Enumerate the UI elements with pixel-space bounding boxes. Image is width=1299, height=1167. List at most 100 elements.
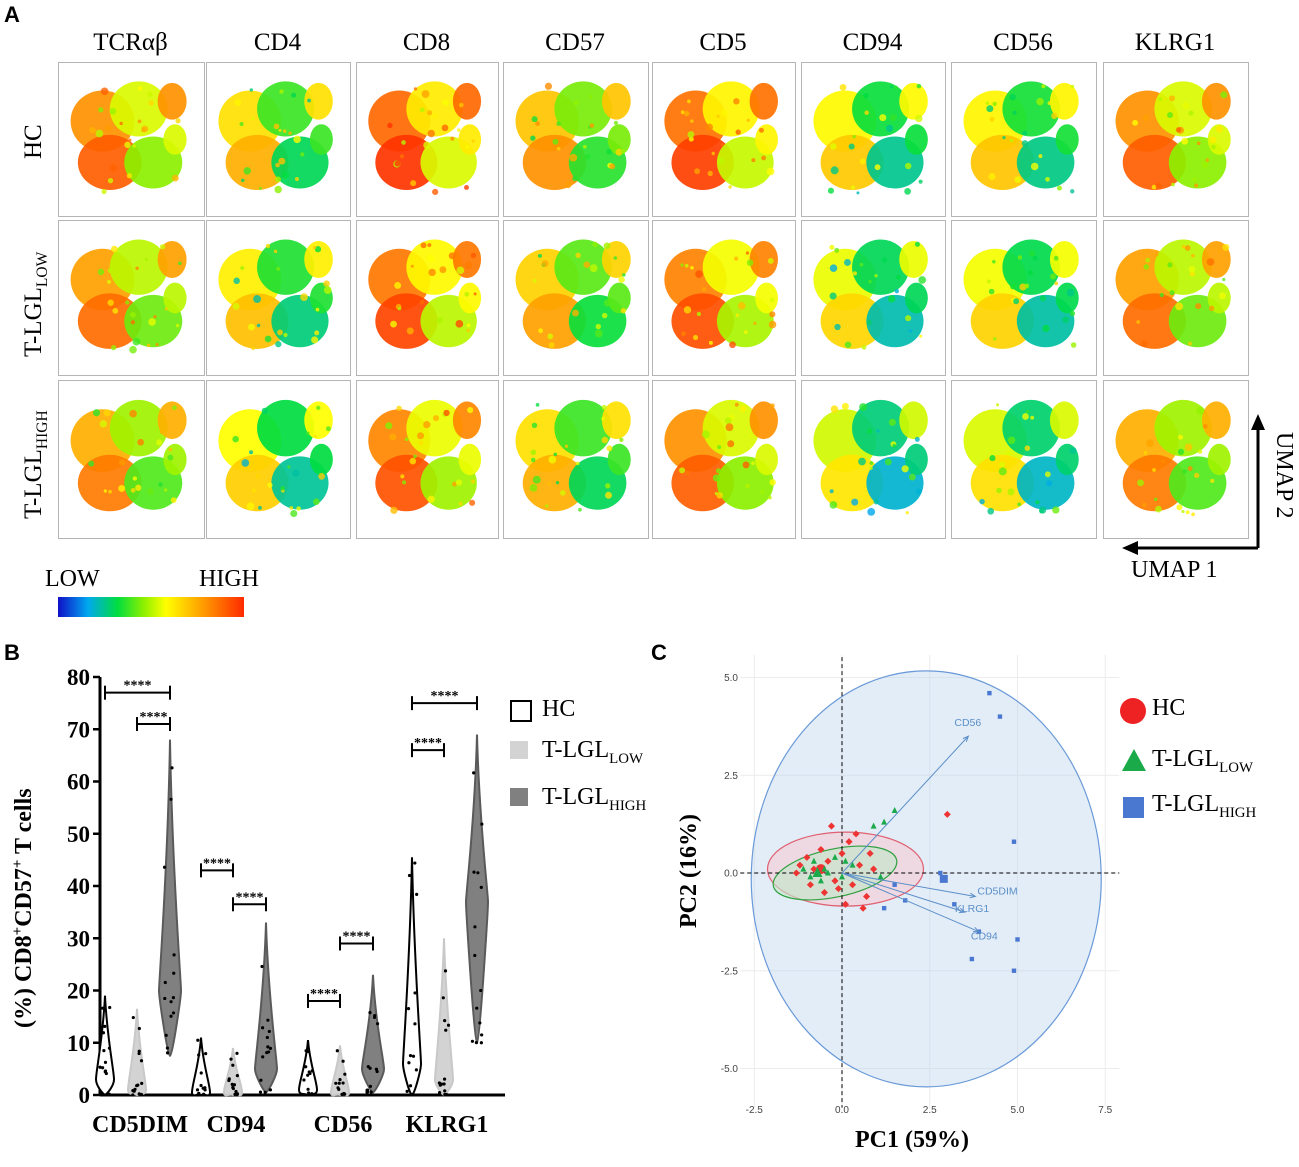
data-point: [308, 1071, 312, 1076]
data-point: [263, 1090, 267, 1094]
data-point: [472, 771, 476, 775]
data-point: [268, 1088, 272, 1092]
significance-bracket: ****: [411, 689, 478, 711]
legend-label: HC: [1152, 695, 1186, 721]
data-point: [108, 1005, 112, 1010]
data-point: [414, 1068, 419, 1072]
point-low: [891, 806, 898, 813]
data-point: [302, 1078, 306, 1082]
point-high: [952, 902, 957, 907]
data-point: [408, 1084, 413, 1088]
data-point: [137, 1026, 141, 1031]
umap-plot: [951, 220, 1097, 376]
point-high: [969, 956, 975, 962]
data-point: [171, 996, 176, 1000]
x-tick-label: 0.0: [835, 1105, 849, 1116]
data-point: [306, 1049, 311, 1054]
y-tick-label: -5.0: [721, 1064, 739, 1075]
data-point: [472, 870, 476, 874]
data-point: [479, 885, 483, 889]
loading-label: CD56: [954, 717, 981, 729]
point-high: [938, 870, 943, 876]
data-point: [407, 873, 412, 878]
point-high: [1011, 968, 1017, 973]
data-point: [413, 1022, 417, 1026]
panel-c-label: C: [651, 640, 667, 665]
x-tick-label: 2.5: [923, 1105, 937, 1116]
data-point: [196, 1093, 200, 1097]
marker-label: KLRG1: [1134, 29, 1216, 56]
legend-label: T-LGLHIGH: [1152, 791, 1257, 821]
umap-plot: [1103, 380, 1249, 539]
violin-HC: [94, 995, 116, 1097]
data-point: [341, 1081, 345, 1085]
violin-T-LGLHIGH: [157, 739, 183, 1058]
data-point: [231, 1063, 235, 1067]
significance-label: ****: [140, 710, 168, 725]
significance-label: ****: [310, 987, 338, 1002]
point-hc: [859, 904, 867, 912]
umap-plot: [206, 220, 351, 376]
centroid-low: [812, 867, 823, 877]
data-point: [204, 1052, 208, 1056]
point-high: [987, 690, 992, 696]
data-point: [373, 1013, 377, 1018]
data-point: [203, 1086, 207, 1090]
data-point: [169, 1014, 173, 1018]
marker-label: CD56: [993, 29, 1053, 56]
y-tick-label: 30: [67, 926, 90, 951]
pca-ylabel: PC2 (16%): [676, 814, 702, 928]
data-point: [437, 1090, 442, 1095]
violin-HC: [297, 1040, 319, 1097]
data-point: [407, 1061, 411, 1065]
violin-chart: 0 10 20 30 40 50 60 70 80 CD5DIM CD94 CD56 KLRG1 ****…: [67, 665, 505, 1138]
violin-T-LGLLOW: [222, 1047, 244, 1097]
data-point: [334, 1081, 338, 1085]
data-point: [366, 1090, 370, 1094]
violin-T-LGLHIGH: [360, 974, 386, 1094]
colorscale-bar: [58, 597, 244, 617]
marker-label: CD5: [699, 29, 747, 56]
panel-b-ylabel: (%) CD8+CD57+ T cells: [10, 788, 37, 1028]
point-low: [824, 869, 831, 876]
data-point: [341, 1059, 345, 1063]
violin-HC: [401, 857, 423, 1097]
data-point: [202, 1092, 206, 1096]
data-point: [474, 1041, 479, 1045]
loading-label: KLRG1: [955, 903, 990, 915]
loading-arrow: CD5DIM: [841, 872, 1018, 899]
data-point: [165, 1051, 170, 1055]
x-category-label: CD5DIM: [92, 1112, 188, 1138]
data-point: [171, 1011, 176, 1015]
umap-axes-arrows: [1122, 414, 1265, 555]
data-point: [266, 1018, 270, 1022]
umap-plot: [206, 62, 351, 217]
point-hc: [831, 877, 839, 885]
point-high: [881, 905, 887, 911]
data-point: [470, 1039, 475, 1043]
data-point: [259, 1078, 263, 1082]
data-point: [169, 797, 173, 801]
data-point: [268, 1046, 273, 1050]
point-hc: [863, 892, 871, 900]
umap1-label: UMAP 1: [1131, 557, 1218, 583]
umap-plot: [58, 220, 205, 376]
data-point: [98, 1065, 102, 1069]
data-point: [103, 1024, 107, 1028]
data-point: [443, 969, 448, 973]
umap-plot: [503, 62, 649, 217]
data-point: [368, 1011, 372, 1015]
significance-label: ****: [236, 890, 264, 905]
data-point: [172, 971, 176, 975]
umap2-label: UMAP 2: [1271, 432, 1297, 519]
legend-swatch: [510, 788, 528, 806]
point-low: [877, 873, 884, 880]
panel-a-label: A: [4, 2, 20, 27]
umap-plot: [356, 220, 499, 376]
umap-plot: [1103, 62, 1249, 217]
marker-label: CD8: [402, 29, 451, 56]
data-point: [235, 1074, 239, 1078]
y-tick-label: -2.5: [721, 966, 739, 977]
point-hc: [817, 846, 825, 854]
data-point: [164, 1033, 168, 1037]
